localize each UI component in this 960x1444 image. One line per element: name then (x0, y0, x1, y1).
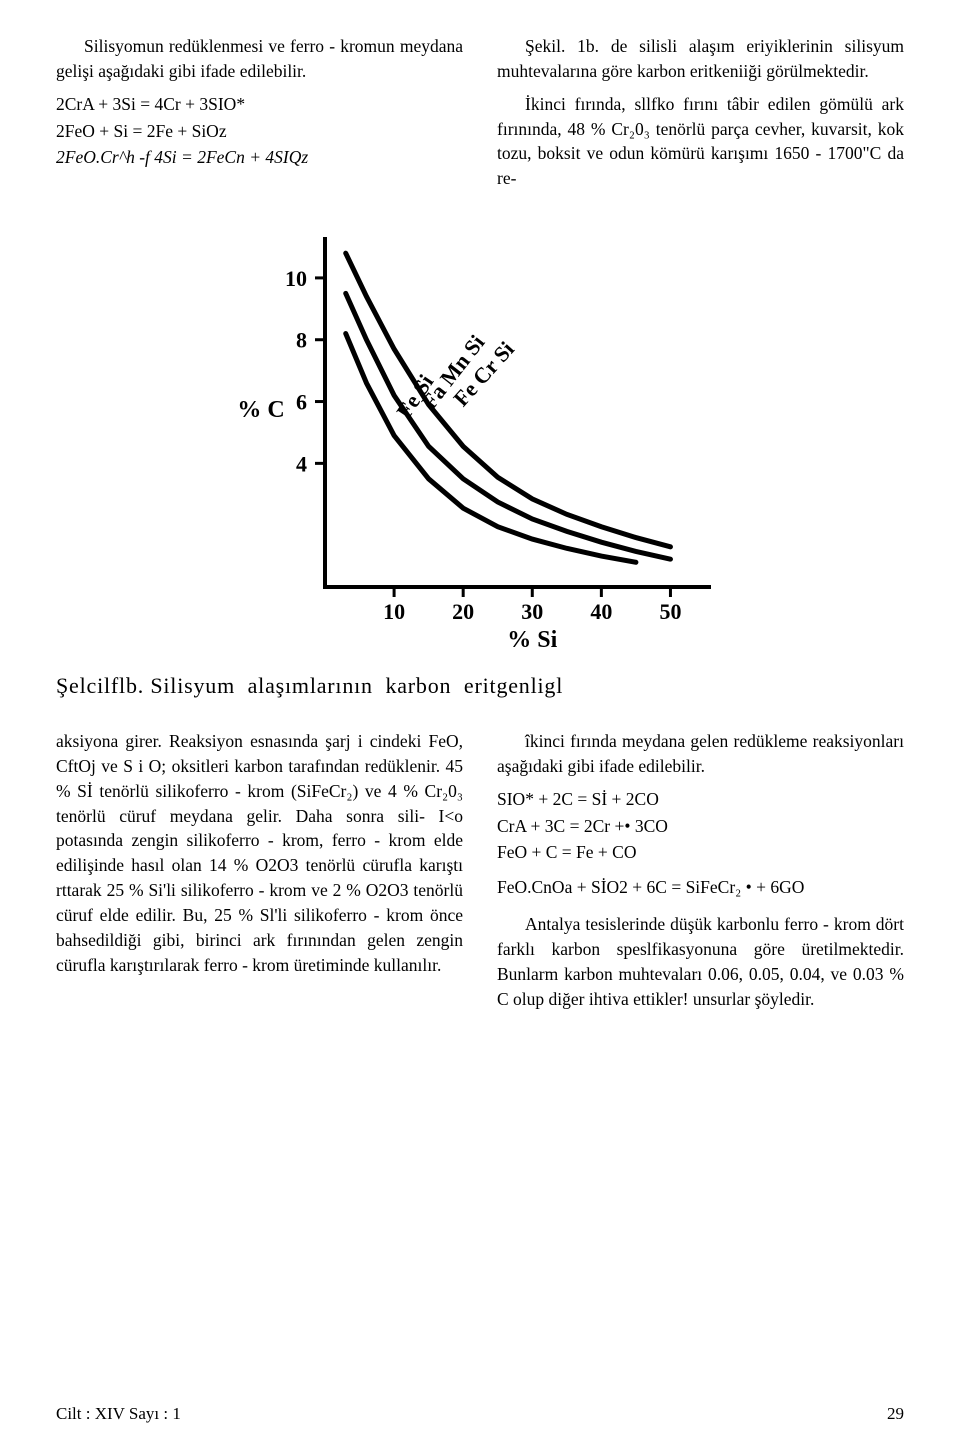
figure-caption: Şelcilflb. Silisyum alaşımlarının karbon… (56, 673, 904, 699)
svg-text:% Si: % Si (507, 627, 557, 647)
equation: SIO* + 2C = Sİ + 2CO (497, 787, 904, 812)
svg-text:% C: % C (237, 397, 284, 423)
svg-text:50: 50 (659, 599, 681, 624)
svg-text:40: 40 (590, 599, 612, 624)
top-left-col: Silisyomun redüklenmesi ve ferro - kromu… (56, 34, 463, 199)
chart-container: 468101020304050% C% SiFe Cr SiFa Mn SiFe… (56, 217, 904, 647)
top-right-col: Şekil. 1b. de silisli alaşım eriyiklerin… (497, 34, 904, 199)
equation: 2FeO.Cr^h -f 4Si = 2FeCn + 4SIQz (56, 145, 463, 170)
line-chart: 468101020304050% C% SiFe Cr SiFa Mn SiFe… (235, 217, 725, 647)
footer-page-number: 29 (887, 1404, 904, 1424)
equation: FeO.CnOa + SİO2 + 6C = SiFeCr₂ • + 6GO (497, 875, 904, 900)
paragraph: aksiyona girer. Reaksiyon esnasında şarj… (56, 729, 463, 977)
bottom-left-col: aksiyona girer. Reaksiyon esnasında şarj… (56, 729, 463, 1019)
top-columns: Silisyomun redüklenmesi ve ferro - kromu… (56, 34, 904, 199)
equation: 2CrA + 3Si = 4Cr + 3SIO* (56, 92, 463, 117)
chart-svg: 468101020304050% C% SiFe Cr SiFa Mn SiFe… (235, 217, 725, 647)
svg-text:4: 4 (296, 451, 307, 476)
paragraph: îkinci fırında meydana gelen redükleme r… (497, 729, 904, 779)
svg-text:6: 6 (296, 390, 307, 415)
paragraph: Antalya tesislerinde düşük karbonlu ferr… (497, 912, 904, 1011)
paragraph: Şekil. 1b. de silisli alaşım eriyiklerin… (497, 34, 904, 84)
paragraph: İkinci fırında, sllfko fırını tâbir edil… (497, 92, 904, 191)
footer-left: Cilt : XIV Sayı : 1 (56, 1404, 181, 1424)
svg-text:10: 10 (285, 266, 307, 291)
svg-text:8: 8 (296, 328, 307, 353)
equation: FeO + C = Fe + CO (497, 840, 904, 865)
equation: 2FeO + Si = 2Fe + SiOz (56, 119, 463, 144)
svg-text:20: 20 (452, 599, 474, 624)
bottom-columns: aksiyona girer. Reaksiyon esnasında şarj… (56, 729, 904, 1019)
bottom-right-col: îkinci fırında meydana gelen redükleme r… (497, 729, 904, 1019)
equation: CrA + 3C = 2Cr +• 3CO (497, 814, 904, 839)
paragraph: Silisyomun redüklenmesi ve ferro - kromu… (56, 34, 463, 84)
svg-text:10: 10 (383, 599, 405, 624)
svg-text:30: 30 (521, 599, 543, 624)
page-footer: Cilt : XIV Sayı : 1 29 (56, 1404, 904, 1424)
